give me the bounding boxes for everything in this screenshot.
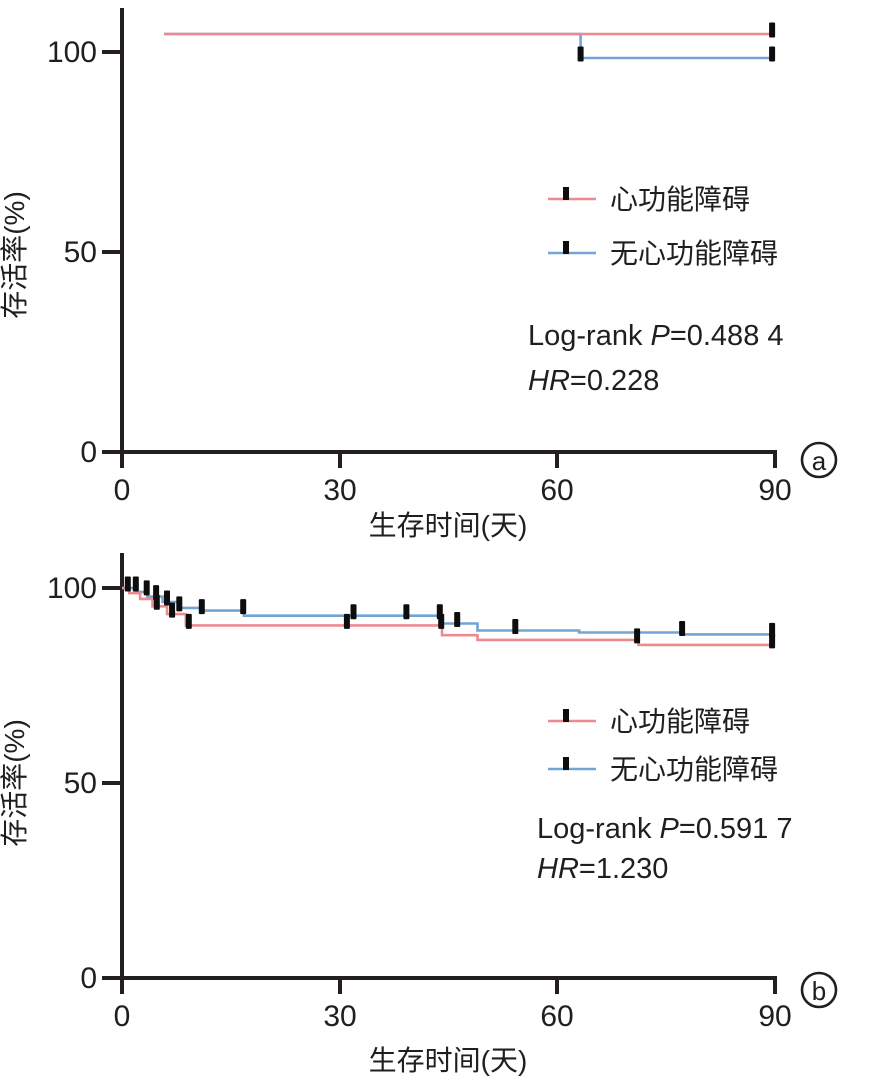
panel-marker-letter: a (812, 446, 827, 476)
censor-mark-blue (403, 604, 410, 620)
censor-tick-icon (563, 757, 569, 770)
censor-mark-red (769, 22, 776, 38)
hr-text: HR=0.228 (528, 365, 659, 397)
legend-entry-blue: 无心功能障碍 (548, 754, 778, 785)
legend-entry-red: 心功能障碍 (548, 184, 750, 215)
y-tick-label: 50 (64, 767, 97, 800)
stats-panel-b: Log-rank P=0.591 7 HR=1.230 (537, 813, 793, 885)
censor-mark-blue (143, 580, 150, 596)
censor-mark-blue (512, 619, 519, 634)
panel-b-series (122, 576, 776, 649)
hr-text: HR=1.230 (537, 853, 668, 885)
y-axis-ticks (102, 50, 122, 454)
km-curve-red (122, 586, 775, 647)
legend-panel-a: 心功能障碍 无心功能障碍 (548, 184, 778, 269)
censor-mark-red (343, 613, 350, 629)
x-tick-label: 0 (114, 474, 131, 507)
censor-tick-icon (563, 187, 569, 200)
censor-mark-red (634, 628, 641, 644)
censor-mark-blue (769, 46, 776, 62)
y-axis-title: 存活率(%) (0, 191, 30, 319)
panel-a-axes (102, 8, 777, 468)
km-panel-b: 100 50 0 0 30 60 90 存活率(%) 生存时间(天) 心功能障碍… (0, 553, 838, 1076)
panel-a-series (164, 22, 776, 62)
censor-mark-blue (164, 590, 170, 606)
censor-mark-red (169, 602, 176, 618)
censor-mark-blue (153, 585, 160, 601)
x-axis-ticks (120, 978, 777, 994)
logrank-text: Log-rank P=0.591 7 (537, 813, 793, 845)
censor-tick-icon (563, 241, 569, 254)
x-tick-label: 30 (323, 1000, 356, 1033)
x-axis-title: 生存时间(天) (369, 510, 528, 541)
x-tick-label: 30 (323, 474, 356, 507)
censor-mark-blue (350, 604, 357, 620)
censor-mark-blue (240, 599, 247, 615)
stats-panel-a: Log-rank P=0.488 4 HR=0.228 (528, 320, 784, 397)
x-tick-label: 0 (114, 1000, 131, 1033)
panel-marker-b: b (800, 971, 838, 1009)
x-axis-ticks (120, 452, 777, 468)
censor-mark-blue (577, 46, 584, 62)
km-panel-a: 100 50 0 0 30 60 90 存活率(%) 生存时间(天) 心功能障碍… (0, 8, 838, 541)
censor-mark-red (124, 576, 131, 592)
km-curve-blue (164, 32, 775, 60)
censor-mark-blue (132, 576, 139, 592)
legend-panel-b: 心功能障碍 无心功能障碍 (548, 706, 778, 785)
x-tick-label: 60 (540, 474, 573, 507)
legend-label-red: 心功能障碍 (610, 184, 750, 215)
panel-marker-circle (800, 441, 838, 479)
panel-marker-a: a (800, 441, 838, 479)
censor-mark-blue (436, 604, 443, 620)
y-axis-title: 存活率(%) (0, 719, 30, 847)
censor-mark-blue (454, 612, 461, 627)
censor-mark-blue (769, 622, 776, 638)
x-tick-label: 60 (540, 1000, 573, 1033)
y-axis-ticks (102, 586, 122, 980)
x-tick-label: 90 (758, 474, 791, 507)
censor-mark-red (185, 613, 192, 629)
y-tick-label: 100 (47, 36, 97, 69)
censor-mark-blue (679, 621, 686, 636)
logrank-text: Log-rank P=0.488 4 (528, 320, 784, 352)
y-tick-label: 100 (47, 572, 97, 605)
censor-mark-blue (198, 599, 205, 615)
legend-label-blue: 无心功能障碍 (610, 238, 778, 269)
censor-mark-blue (176, 596, 183, 612)
legend-entry-red: 心功能障碍 (548, 706, 750, 737)
y-tick-label: 50 (64, 236, 97, 269)
legend-entry-blue: 无心功能障碍 (548, 238, 778, 269)
y-tick-label: 0 (80, 962, 97, 995)
y-tick-label: 0 (80, 436, 97, 469)
km-curve-blue (122, 586, 775, 636)
panel-b-axes (102, 553, 777, 994)
censor-tick-icon (563, 709, 569, 722)
panel-marker-letter: b (812, 976, 826, 1006)
legend-label-red: 心功能障碍 (610, 706, 750, 737)
x-tick-label: 90 (758, 1000, 791, 1033)
legend-label-blue: 无心功能障碍 (610, 754, 778, 785)
panel-marker-circle (800, 971, 838, 1009)
x-axis-title: 生存时间(天) (369, 1045, 528, 1076)
